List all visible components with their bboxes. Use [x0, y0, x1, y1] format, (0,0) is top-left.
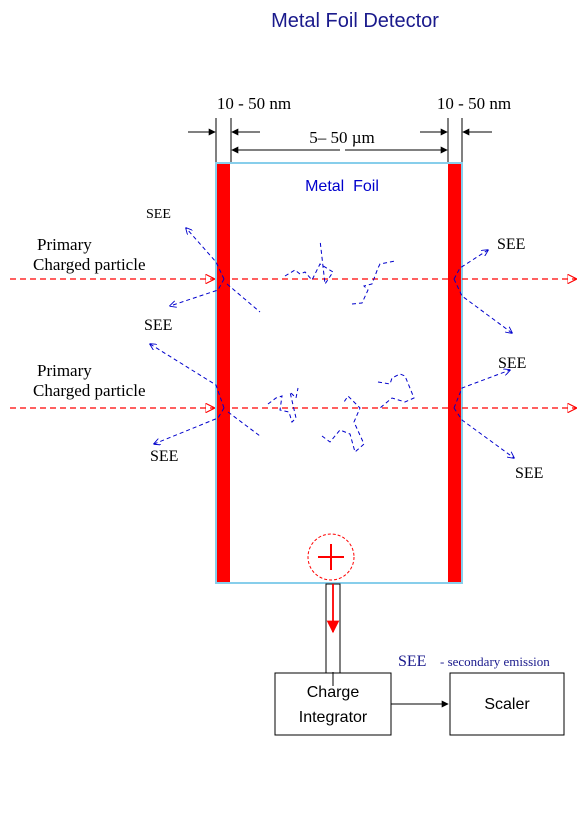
left-layer-thickness-label: 10 - 50 nm — [217, 94, 291, 113]
see-label-bottom-right: SEE — [515, 465, 543, 482]
right-layer-thickness-label: 10 - 50 nm — [437, 94, 511, 113]
see-label-mid-left: SEE — [144, 317, 172, 334]
see-label-mid-right: SEE — [498, 355, 526, 372]
right-layer-dimension: 10 - 50 nm — [420, 94, 511, 162]
scaler-box — [449, 672, 565, 736]
legend-term: SEE — [398, 653, 426, 670]
foil-thickness-dimension: 5– 50 µm — [231, 128, 448, 154]
legend-definition-line1: - secondary emission — [440, 654, 550, 669]
left-surface-layer — [217, 164, 230, 582]
metal-foil-label: Metal Foil — [305, 178, 379, 195]
beam-1-label-particle: Charged particle — [33, 255, 146, 274]
secondary-electron-paths — [150, 228, 514, 458]
primary-beam-1: Primary Charged particle — [10, 235, 576, 279]
beam-2-label-particle: Charged particle — [33, 381, 146, 400]
metal-foil — [215, 162, 463, 584]
see-label-top-left: SEE — [146, 207, 171, 222]
positive-charge — [307, 533, 355, 581]
diagram-title: Metal Foil Detector — [271, 10, 439, 32]
charge-integrator-label-line1: Charge — [307, 684, 360, 701]
beam-1-label-primary: Primary — [37, 235, 92, 254]
foil-thickness-label: 5– 50 µm — [309, 128, 375, 147]
left-layer-dimension: 10 - 50 nm — [188, 94, 291, 162]
right-surface-layer — [448, 164, 461, 582]
charge-integrator-label-line2: Integrator — [299, 709, 368, 726]
scaler-label: Scaler — [484, 696, 530, 713]
see-label-top-right: SEE — [497, 236, 525, 253]
beam-2-label-primary: Primary — [37, 361, 92, 380]
see-label-bottom-left: SEE — [150, 448, 178, 465]
primary-beam-2: Primary Charged particle — [10, 361, 576, 408]
